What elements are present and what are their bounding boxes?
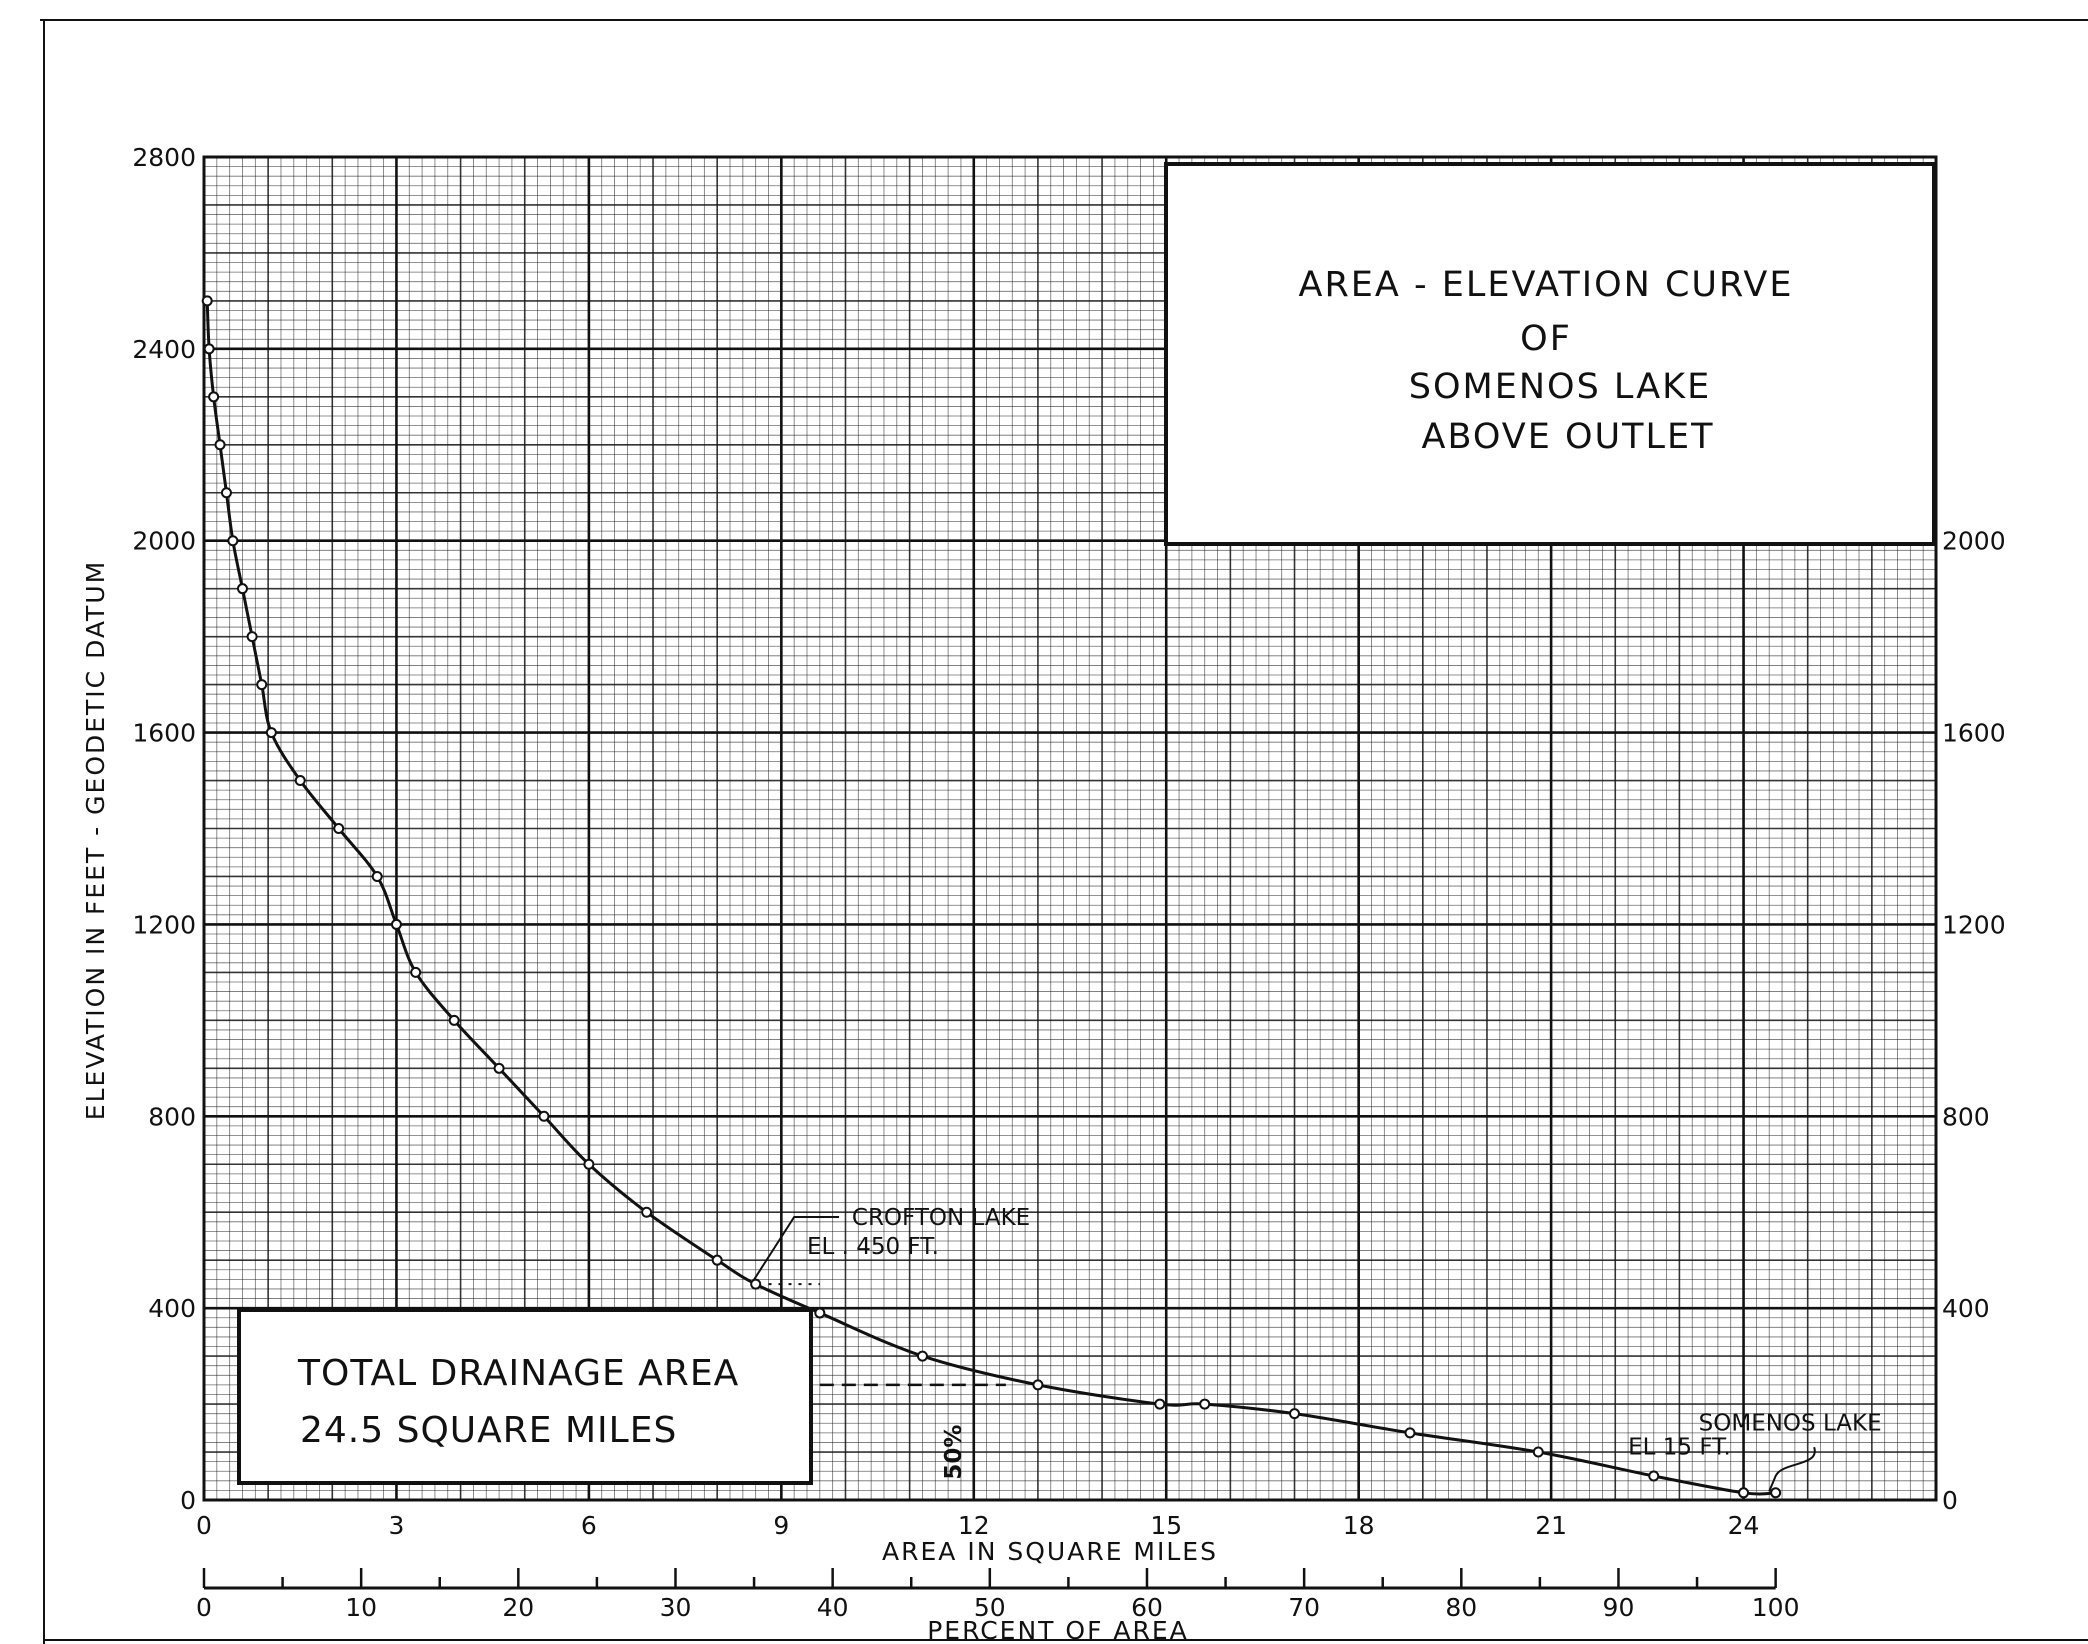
x-tick-label: 0 xyxy=(196,1511,212,1540)
x-tick-label: 6 xyxy=(581,1511,597,1540)
data-point xyxy=(410,966,422,978)
y-tick-label: 1600 xyxy=(132,719,196,748)
data-point xyxy=(227,535,239,547)
x-tick-label: 3 xyxy=(388,1511,404,1540)
y-axis-title: ELEVATION IN FEET - GEODETIC DATUM xyxy=(81,560,110,1120)
data-point xyxy=(1289,1408,1301,1420)
percent-axis: 0 10 20 30 40 50 60 70 80 90 100 xyxy=(196,1568,1799,1622)
plot-border xyxy=(202,155,1938,1502)
data-point xyxy=(236,583,248,595)
data-point xyxy=(1154,1398,1166,1410)
data-point xyxy=(750,1278,762,1290)
data-point xyxy=(1770,1487,1782,1499)
chart-title-line-4: ABOVE OUTLET xyxy=(1422,417,1715,457)
y-tick-label: 2000 xyxy=(132,527,196,556)
percent-tick-label: 90 xyxy=(1603,1593,1635,1622)
percent-tick-label: 10 xyxy=(345,1593,377,1622)
data-point xyxy=(814,1307,826,1319)
data-point xyxy=(201,295,213,307)
y-tick-label: 2400 xyxy=(132,335,196,364)
page-frame xyxy=(40,19,2088,1644)
y-tick-labels: 0 400 800 1200 1600 2000 2400 2800 xyxy=(132,143,196,1515)
y-right-tick-label: 0 xyxy=(1942,1486,1958,1515)
data-point xyxy=(294,775,306,787)
x2-axis-title: PERCENT OF AREA xyxy=(927,1616,1189,1644)
crofton-label-1: CROFTON LAKE xyxy=(852,1205,1030,1231)
y-right-tick-labels: 0 400 800 1200 1600 2000 xyxy=(1942,527,2006,1515)
data-point xyxy=(203,343,215,355)
percent-tick-label: 20 xyxy=(502,1593,534,1622)
y-tick-label: 800 xyxy=(148,1102,196,1131)
percent-tick-label: 60 xyxy=(1131,1593,1163,1622)
percent-tick-label: 50 xyxy=(974,1593,1006,1622)
crofton-label-2: EL . 450 FT. xyxy=(807,1234,939,1260)
data-point xyxy=(265,727,277,739)
crofton-lake-annotation: CROFTON LAKE EL . 450 FT. xyxy=(752,1205,1030,1286)
x-tick-label: 9 xyxy=(773,1511,789,1540)
data-point xyxy=(1404,1427,1416,1439)
percent-tick-label: 40 xyxy=(817,1593,849,1622)
data-point xyxy=(448,1014,460,1026)
x-tick-label: 18 xyxy=(1343,1511,1375,1540)
percent-tick-label: 80 xyxy=(1445,1593,1477,1622)
data-point xyxy=(1648,1470,1660,1482)
data-point xyxy=(371,870,383,882)
percent-tick-label: 70 xyxy=(1288,1593,1320,1622)
y-tick-label: 400 xyxy=(148,1294,196,1323)
x-tick-label: 12 xyxy=(958,1511,990,1540)
x-tick-label: 21 xyxy=(1535,1511,1567,1540)
data-point xyxy=(333,823,345,834)
somenos-lake-annotation: SOMENOS LAKE EL 15 FT. xyxy=(1628,1410,1882,1492)
data-point xyxy=(1738,1487,1750,1499)
percent-tick-label: 30 xyxy=(660,1593,692,1622)
data-point xyxy=(214,439,226,451)
data-point xyxy=(1532,1446,1544,1458)
drainage-box: TOTAL DRAINAGE AREA 24.5 SQUARE MILES xyxy=(237,1308,813,1485)
fifty-percent-annotation: 50% xyxy=(819,1383,1006,1480)
somenos-label-2: EL 15 FT. xyxy=(1628,1434,1731,1460)
data-point xyxy=(916,1350,928,1362)
y-right-tick-label: 400 xyxy=(1942,1294,1990,1323)
y-right-tick-label: 1600 xyxy=(1942,719,2006,748)
y-tick-label: 2800 xyxy=(132,143,196,172)
chart-title-line-3: SOMENOS LAKE xyxy=(1409,367,1711,407)
y-right-tick-label: 2000 xyxy=(1942,527,2006,556)
y-tick-label: 1200 xyxy=(132,910,196,939)
data-point xyxy=(220,487,232,499)
drainage-line-1: TOTAL DRAINAGE AREA xyxy=(297,1353,739,1394)
data-point xyxy=(1032,1379,1044,1391)
crofton-leader xyxy=(752,1216,840,1281)
data-point xyxy=(256,679,268,691)
data-point xyxy=(641,1206,653,1218)
somenos-label-1: SOMENOS LAKE xyxy=(1699,1410,1882,1436)
data-point xyxy=(538,1110,550,1122)
data-point xyxy=(711,1254,723,1266)
data-point xyxy=(583,1158,595,1170)
y-tick-label: 0 xyxy=(180,1486,196,1515)
data-point xyxy=(208,391,220,403)
data-point xyxy=(493,1062,505,1074)
chart-title-line-2: OF xyxy=(1520,319,1572,359)
curve-layer xyxy=(201,295,1782,1499)
data-point xyxy=(246,631,258,643)
x-tick-label: 15 xyxy=(1150,1511,1182,1540)
x-tick-label: 24 xyxy=(1728,1511,1760,1540)
percent-tick-label: 100 xyxy=(1752,1593,1800,1622)
data-point xyxy=(1199,1398,1211,1410)
x-tick-labels: 0 3 6 9 12 15 18 21 24 xyxy=(196,1511,1759,1540)
title-box: AREA - ELEVATION CURVE OF SOMENOS LAKE A… xyxy=(1164,162,1936,546)
percent-tick-label: 0 xyxy=(196,1593,212,1622)
data-point xyxy=(390,918,402,930)
chart-title-line-1: AREA - ELEVATION CURVE xyxy=(1299,265,1794,305)
y-right-tick-label: 800 xyxy=(1942,1102,1990,1131)
somenos-leader xyxy=(1768,1446,1816,1492)
drainage-line-2: 24.5 SQUARE MILES xyxy=(300,1410,677,1451)
x-axis-title: AREA IN SQUARE MILES xyxy=(882,1537,1218,1566)
y-right-tick-label: 1200 xyxy=(1942,910,2006,939)
fifty-percent-label: 50% xyxy=(941,1425,967,1480)
